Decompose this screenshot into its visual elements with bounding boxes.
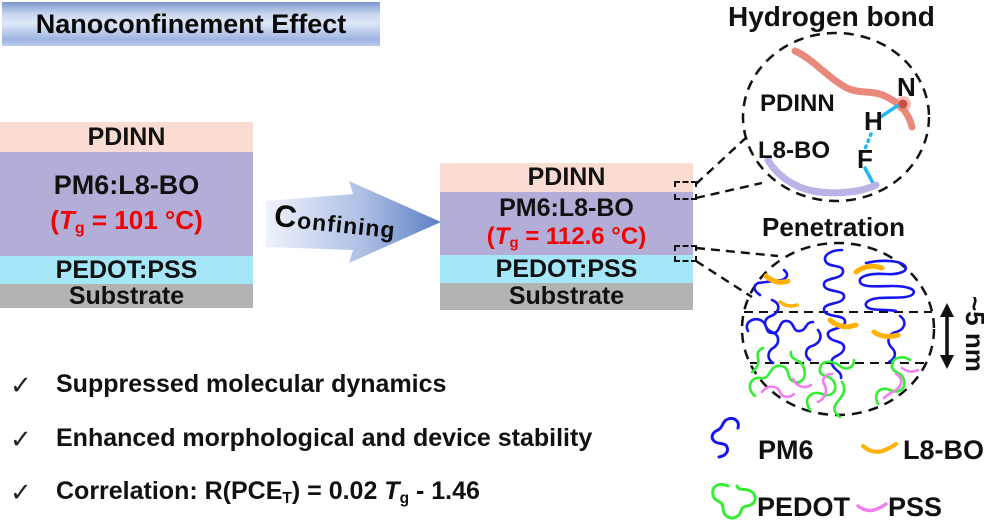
atom-f-label: F [857, 144, 873, 174]
check-icon: ✓ [10, 370, 32, 400]
penetration-title: Penetration [762, 212, 906, 242]
layer-substrate-label: Substrate [68, 281, 185, 310]
layer-pdinn-before: PDINN [0, 122, 253, 152]
scale-arrow-icon [940, 303, 954, 369]
banner: Nanoconfinement Effect [2, 2, 380, 46]
bullet-suppressed-dynamics: ✓ Suppressed molecular dynamics [0, 370, 740, 401]
callout-box-hydrogen-bond [674, 181, 697, 200]
legend-pss-label: PSS [888, 492, 943, 521]
layer-pdinn-after: PDINN [440, 163, 693, 192]
layer-substrate-after: Substrate [440, 283, 693, 310]
device-stack-before: PDINN PM6:L8-BO (Tg = 101 °C) PEDOT:PSS … [0, 122, 253, 310]
legend-pm6-label: PM6 [758, 435, 814, 465]
tg-value-after: (Tg = 112.6 °C) [486, 222, 647, 252]
atom-h-label: H [864, 106, 883, 136]
layer-pedot-label: PEDOT:PSS [495, 254, 638, 283]
bullet-enhanced-stability: ✓ Enhanced morphological and device stab… [0, 424, 740, 455]
penetration-circle [740, 241, 936, 419]
scale-label: ~5 nm [960, 296, 988, 372]
bullet-text: Enhanced morphological and device stabil… [56, 424, 593, 452]
l8bo-segments-icon [763, 263, 901, 339]
layer-pdinn-label: PDINN [87, 122, 166, 151]
layer-pedot-before: PEDOT:PSS [0, 256, 253, 284]
device-stack-after: PDINN PM6:L8-BO (Tg = 112.6 °C) PEDOT:PS… [440, 163, 693, 310]
bullet-text: Suppressed molecular dynamics [56, 370, 447, 398]
layer-substrate-label: Substrate [508, 282, 625, 311]
bullet-correlation: ✓ Correlation: R(PCET) = 0.02 Tg - 1.46 [0, 477, 740, 508]
layer-pedot-label: PEDOT:PSS [55, 255, 198, 284]
pm6-chains-icon [745, 248, 916, 380]
layer-active-after: PM6:L8-BO (Tg = 112.6 °C) [440, 192, 693, 255]
legend-pedot-label: PEDOT [757, 492, 851, 521]
l8bo-chain-label: L8-BO [758, 137, 830, 164]
confining-label: Confining [272, 197, 397, 244]
legend-l8bo-icon [861, 442, 898, 454]
legend-pss-icon [856, 502, 888, 513]
hydrogen-bond-title: Hydrogen bond [728, 1, 935, 32]
layer-active-before: PM6:L8-BO (Tg = 101 °C) [0, 152, 253, 256]
tg-value-before: (Tg = 101 °C) [50, 204, 203, 237]
check-icon: ✓ [10, 477, 32, 507]
atom-n-label: N [897, 72, 916, 102]
pss-chains-icon [760, 366, 920, 404]
layer-substrate-before: Substrate [0, 281, 253, 310]
banner-title: Nanoconfinement Effect [35, 8, 347, 39]
callout-box-penetration [674, 245, 697, 262]
pdinn-chain-label: PDINN [760, 90, 835, 117]
layer-pdinn-label: PDINN [527, 163, 606, 192]
pedot-chains-icon [748, 346, 912, 419]
bullet-text: Correlation: R(PCET) = 0.02 Tg - 1.46 [56, 477, 480, 507]
layer-pedot-after: PEDOT:PSS [440, 255, 693, 283]
layer-active-label: PM6:L8-BO [499, 193, 634, 222]
layer-active-label: PM6:L8-BO [53, 170, 200, 201]
legend-l8bo-label: L8-BO [903, 435, 984, 465]
check-icon: ✓ [10, 424, 32, 454]
